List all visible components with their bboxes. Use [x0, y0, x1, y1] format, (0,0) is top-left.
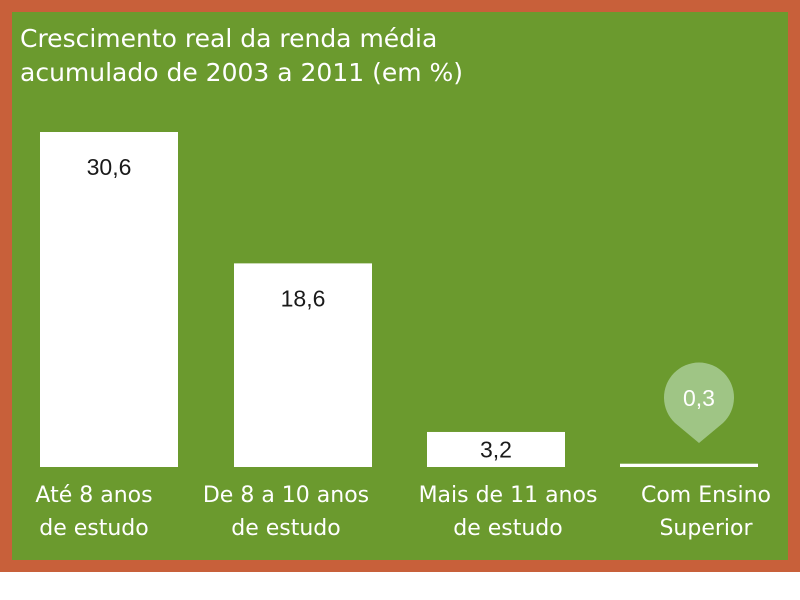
bar-value-label-3: 3,2: [480, 436, 512, 462]
bar-value-label-4: 0,3: [683, 385, 715, 411]
value-pin-marker: [664, 362, 734, 443]
chart-title: Crescimento real da renda média acumulad…: [20, 22, 463, 90]
chart-title-line-1: Crescimento real da renda média: [20, 24, 438, 53]
category-label-1-line-2: de estudo: [39, 516, 148, 541]
category-label-4-line-2: Superior: [659, 516, 753, 541]
bar-2: [234, 263, 372, 467]
bar-1: [40, 132, 178, 467]
category-label-3-line-1: Mais de 11 anos: [419, 483, 598, 508]
category-label-1-line-1: Até 8 anos: [35, 483, 152, 508]
category-label-2-line-2: de estudo: [231, 516, 340, 541]
bar-4: [620, 463, 758, 467]
bar-value-label-1: 30,6: [87, 154, 132, 180]
category-label-3-line-2: de estudo: [453, 516, 562, 541]
chart-title-line-2: acumulado de 2003 a 2011 (em %): [20, 58, 464, 87]
bar-3: [427, 431, 565, 467]
category-label-4-line-1: Com Ensino: [641, 483, 771, 508]
category-label-2-line-1: De 8 a 10 anos: [203, 483, 369, 508]
bar-value-label-2: 18,6: [281, 285, 326, 311]
